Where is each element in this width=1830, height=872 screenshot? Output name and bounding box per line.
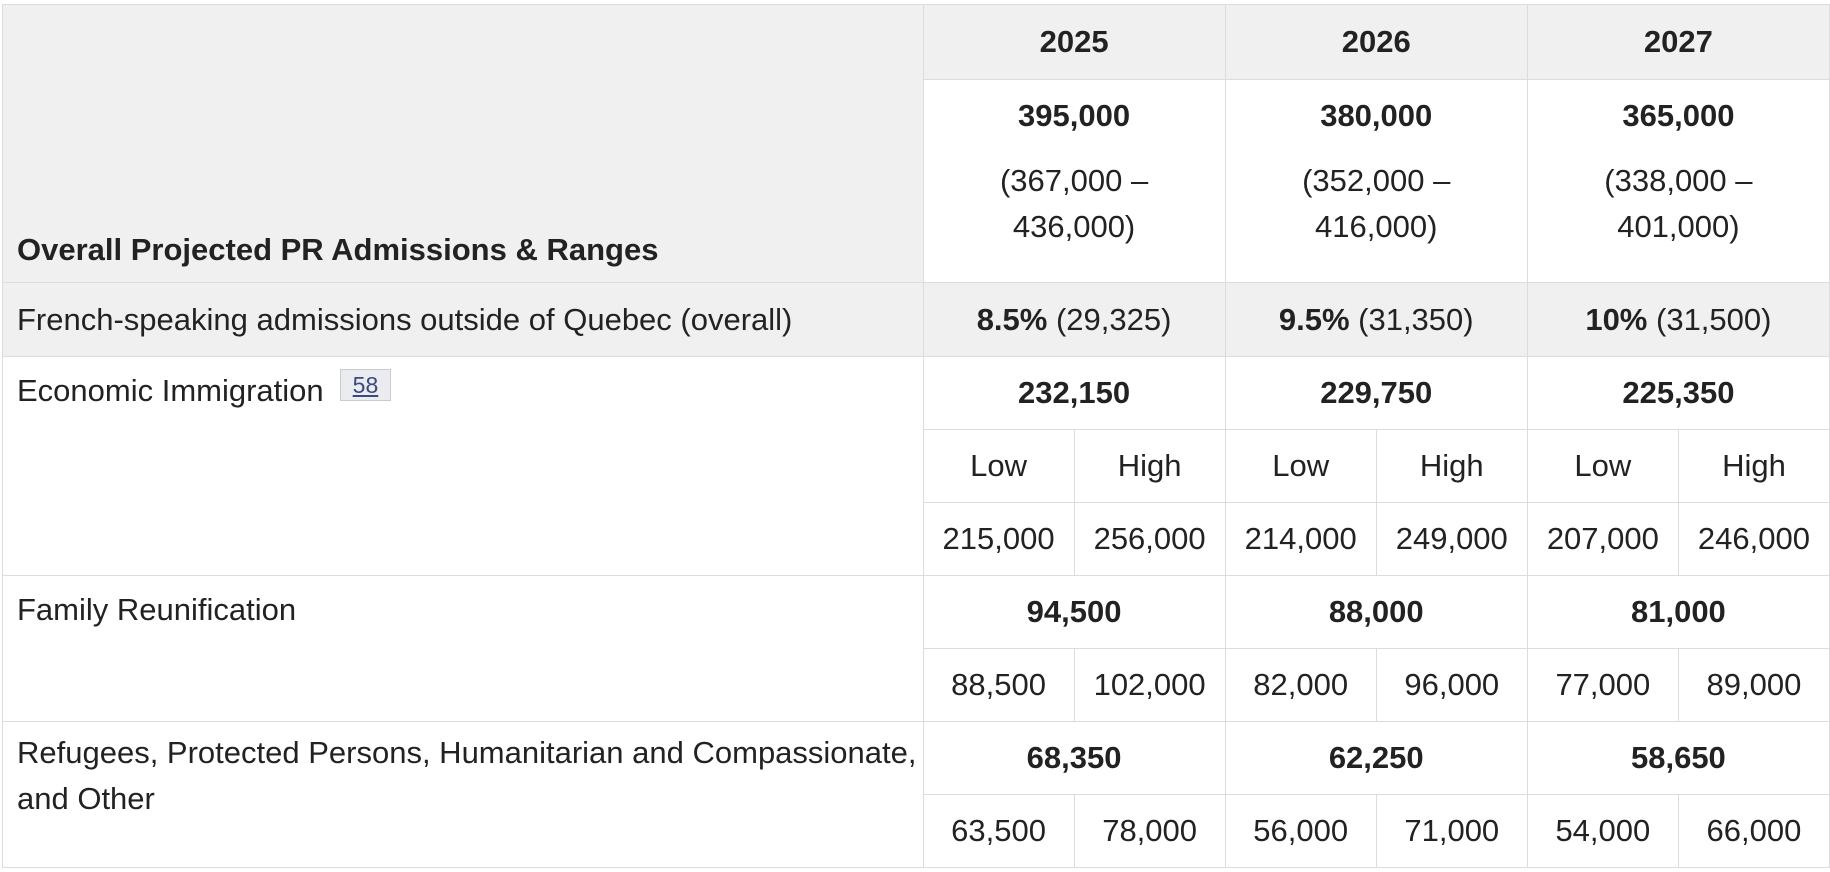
french-pct-2027: 10%: [1585, 301, 1648, 337]
french-pct-2025: 8.5%: [976, 301, 1048, 337]
year-header-row: Overall Projected PR Admissions & Ranges…: [2, 4, 1830, 283]
family-high-2025: 102,000: [1073, 648, 1226, 722]
family-total-2026: 88,000: [1224, 575, 1528, 649]
year-header-2025: 2025: [922, 4, 1226, 80]
overall-projected-label: Overall Projected PR Admissions & Ranges: [2, 4, 924, 283]
refugees-total-2025: 68,350: [922, 721, 1226, 795]
family-range-row: 88,500 102,000 82,000 96,000 77,000 89,0…: [3, 648, 1830, 722]
economic-total-row: Economic Immigration 58 232,150 229,750 2…: [2, 356, 1830, 576]
french-cell-2027: 10% (31,500): [1526, 282, 1830, 357]
french-pct-2026: 9.5%: [1278, 301, 1350, 337]
year-header-2027: 2027: [1526, 4, 1830, 80]
refugees-total-2027: 58,650: [1526, 721, 1830, 795]
high-header-2026: High: [1375, 429, 1528, 503]
family-low-2026: 82,000: [1224, 648, 1377, 722]
refugees-range-row: 63,500 78,000 56,000 71,000 54,000 66,00…: [3, 794, 1830, 868]
refugees-high-2026: 71,000: [1375, 794, 1528, 868]
overall-range-2025: (367,000 – 436,000): [999, 163, 1149, 244]
overall-total-2025: 395,000: [1018, 98, 1131, 133]
economic-total-2027: 225,350: [1526, 356, 1830, 430]
economic-low-2025: 215,000: [922, 502, 1075, 576]
overall-range-2027: (338,000 – 401,000): [1604, 163, 1753, 244]
high-header-2025: High: [1073, 429, 1226, 503]
family-low-2025: 88,500: [922, 648, 1075, 722]
overall-totals-row: 395,000 (367,000 – 436,000) 380,000 (352…: [3, 79, 1830, 283]
overall-total-2027: 365,000: [1622, 98, 1735, 133]
immigration-levels-table: Overall Projected PR Admissions & Ranges…: [2, 4, 1830, 868]
family-total-row: Family Reunification 94,500 88,000 81,00…: [2, 575, 1830, 722]
economic-label-cell: Economic Immigration 58: [2, 356, 924, 576]
refugees-low-2026: 56,000: [1224, 794, 1377, 868]
refugees-total-2026: 62,250: [1224, 721, 1528, 795]
french-cell-2026: 9.5% (31,350): [1224, 282, 1528, 357]
overall-cell-2025: 395,000 (367,000 – 436,000): [922, 79, 1226, 283]
overall-cell-2026: 380,000 (352,000 – 416,000): [1224, 79, 1528, 283]
refugees-low-2025: 63,500: [922, 794, 1075, 868]
economic-low-2027: 207,000: [1526, 502, 1679, 576]
economic-reference-link[interactable]: 58: [339, 369, 392, 401]
refugees-low-2027: 54,000: [1526, 794, 1679, 868]
refugees-high-2027: 66,000: [1677, 794, 1830, 868]
refugees-high-2025: 78,000: [1073, 794, 1226, 868]
economic-range-row: 215,000 256,000 214,000 249,000 207,000 …: [3, 502, 1830, 576]
family-high-2027: 89,000: [1677, 648, 1830, 722]
overall-range-2026: (352,000 – 416,000): [1302, 163, 1451, 244]
family-total-2027: 81,000: [1526, 575, 1830, 649]
family-high-2026: 96,000: [1375, 648, 1528, 722]
refugees-total-row: Refugees, Protected Persons, Humanitaria…: [2, 721, 1830, 868]
french-count-2027: (31,500): [1656, 301, 1772, 337]
french-row: French-speaking admissions outside of Qu…: [2, 282, 1830, 357]
low-header-2027: Low: [1526, 429, 1679, 503]
french-count-2025: (29,325): [1055, 301, 1172, 337]
family-low-2027: 77,000: [1526, 648, 1679, 722]
refugees-label: Refugees, Protected Persons, Humanitaria…: [2, 721, 924, 868]
family-total-2025: 94,500: [922, 575, 1226, 649]
family-label: Family Reunification: [2, 575, 924, 722]
french-count-2026: (31,350): [1358, 301, 1474, 337]
economic-high-2025: 256,000: [1073, 502, 1226, 576]
overall-total-2026: 380,000: [1320, 98, 1433, 133]
economic-high-2026: 249,000: [1375, 502, 1528, 576]
low-header-2025: Low: [922, 429, 1075, 503]
economic-low-high-row: Low High Low High Low High: [3, 429, 1830, 503]
low-header-2026: Low: [1224, 429, 1377, 503]
french-cell-2025: 8.5% (29,325): [922, 282, 1226, 357]
overall-cell-2027: 365,000 (338,000 – 401,000): [1526, 79, 1830, 283]
economic-label: Economic Immigration: [17, 373, 324, 408]
year-header-2026: 2026: [1224, 4, 1528, 80]
high-header-2027: High: [1677, 429, 1830, 503]
economic-total-2026: 229,750: [1224, 356, 1528, 430]
economic-low-2026: 214,000: [1224, 502, 1377, 576]
economic-total-2025: 232,150: [922, 356, 1226, 430]
french-label: French-speaking admissions outside of Qu…: [2, 282, 924, 357]
economic-high-2027: 246,000: [1677, 502, 1830, 576]
